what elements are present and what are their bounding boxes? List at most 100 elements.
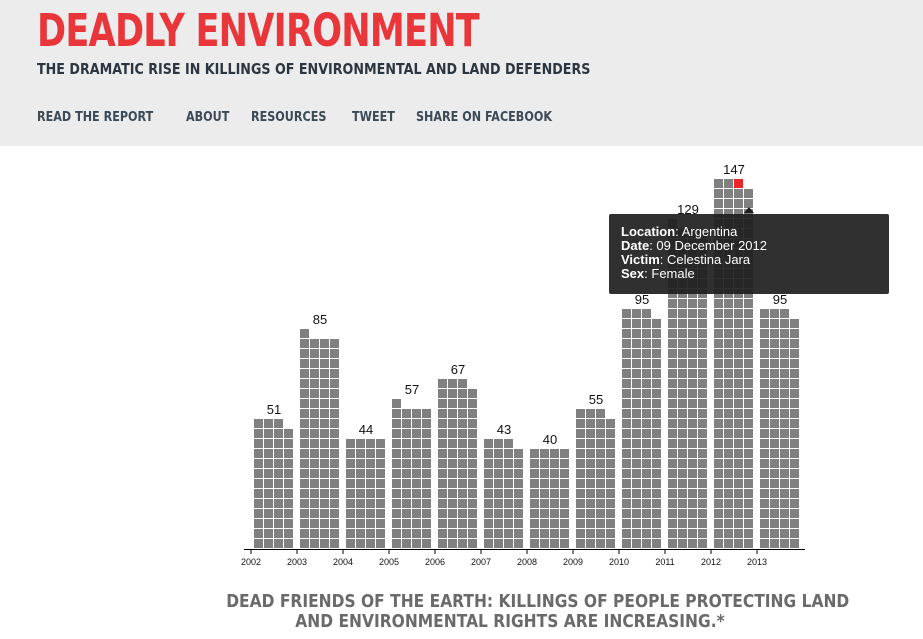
victim-cell[interactable] [264, 459, 273, 468]
victim-cell[interactable] [642, 509, 651, 518]
victim-cell[interactable] [376, 459, 385, 468]
victim-cell[interactable] [668, 499, 677, 508]
victim-cell[interactable] [310, 399, 319, 408]
victim-cell[interactable] [274, 459, 283, 468]
victim-cell[interactable] [668, 369, 677, 378]
victim-cell[interactable] [622, 349, 631, 358]
victim-cell[interactable] [274, 479, 283, 488]
victim-cell[interactable] [734, 449, 743, 458]
victim-cell[interactable] [622, 469, 631, 478]
victim-cell[interactable] [468, 399, 477, 408]
victim-cell[interactable] [300, 349, 309, 358]
victim-cell[interactable] [310, 429, 319, 438]
victim-cell[interactable] [744, 429, 753, 438]
victim-cell[interactable] [514, 469, 523, 478]
victim-cell[interactable] [576, 489, 585, 498]
nav-about[interactable]: ABOUT [186, 110, 230, 125]
victim-cell[interactable] [540, 509, 549, 518]
victim-cell[interactable] [274, 489, 283, 498]
victim-cell[interactable] [668, 459, 677, 468]
victim-cell[interactable] [494, 469, 503, 478]
victim-cell[interactable] [596, 469, 605, 478]
victim-cell[interactable] [698, 509, 707, 518]
victim-cell[interactable] [596, 439, 605, 448]
victim-cell[interactable] [300, 439, 309, 448]
victim-cell[interactable] [688, 329, 697, 338]
victim-cell[interactable] [668, 529, 677, 538]
victim-cell[interactable] [622, 459, 631, 468]
victim-cell[interactable] [678, 379, 687, 388]
victim-cell[interactable] [284, 509, 293, 518]
victim-cell[interactable] [346, 449, 355, 458]
victim-cell[interactable] [734, 359, 743, 368]
victim-cell[interactable] [632, 309, 641, 318]
victim-cell[interactable] [330, 469, 339, 478]
victim-cell[interactable] [346, 489, 355, 498]
victim-cell[interactable] [530, 489, 539, 498]
victim-cell[interactable] [632, 449, 641, 458]
victim-cell[interactable] [458, 469, 467, 478]
victim-cell[interactable] [734, 189, 743, 198]
victim-cell[interactable] [734, 389, 743, 398]
victim-cell[interactable] [458, 399, 467, 408]
victim-cell[interactable] [724, 499, 733, 508]
victim-cell[interactable] [780, 509, 789, 518]
victim-cell[interactable] [714, 389, 723, 398]
victim-cell[interactable] [622, 529, 631, 538]
victim-cell[interactable] [504, 469, 513, 478]
victim-cell[interactable] [780, 369, 789, 378]
victim-cell[interactable] [392, 519, 401, 528]
victim-cell[interactable] [402, 499, 411, 508]
victim-cell[interactable] [274, 539, 283, 548]
victim-cell[interactable] [652, 329, 661, 338]
victim-cell[interactable] [688, 419, 697, 428]
victim-cell[interactable] [540, 469, 549, 478]
victim-cell[interactable] [678, 389, 687, 398]
victim-cell[interactable] [606, 419, 615, 428]
victim-cell[interactable] [734, 529, 743, 538]
victim-cell[interactable] [688, 349, 697, 358]
victim-cell[interactable] [678, 329, 687, 338]
victim-cell[interactable] [744, 499, 753, 508]
victim-cell[interactable] [688, 369, 697, 378]
victim-cell[interactable] [698, 359, 707, 368]
victim-cell[interactable] [688, 439, 697, 448]
victim-cell[interactable] [550, 489, 559, 498]
victim-cell[interactable] [376, 519, 385, 528]
victim-cell[interactable] [734, 479, 743, 488]
victim-cell[interactable] [770, 459, 779, 468]
victim-cell[interactable] [724, 379, 733, 388]
victim-cell[interactable] [744, 319, 753, 328]
victim-cell[interactable] [514, 449, 523, 458]
victim-cell[interactable] [392, 479, 401, 488]
victim-cell[interactable] [330, 359, 339, 368]
victim-cell[interactable] [622, 489, 631, 498]
victim-cell[interactable] [642, 469, 651, 478]
victim-cell[interactable] [698, 299, 707, 308]
victim-cell[interactable] [366, 519, 375, 528]
victim-cell[interactable] [790, 369, 799, 378]
victim-cell[interactable] [760, 519, 769, 528]
victim-cell[interactable] [576, 449, 585, 458]
victim-cell[interactable] [514, 519, 523, 528]
victim-cell[interactable] [790, 379, 799, 388]
victim-cell[interactable] [402, 479, 411, 488]
victim-cell[interactable] [596, 409, 605, 418]
victim-cell[interactable] [412, 439, 421, 448]
victim-cell[interactable] [668, 479, 677, 488]
victim-cell[interactable] [310, 389, 319, 398]
victim-cell[interactable] [744, 539, 753, 548]
victim-cell[interactable] [438, 529, 447, 538]
victim-cell[interactable] [652, 459, 661, 468]
victim-cell[interactable] [300, 469, 309, 478]
victim-cell[interactable] [790, 529, 799, 538]
victim-cell[interactable] [668, 349, 677, 358]
victim-cell[interactable] [632, 389, 641, 398]
victim-cell[interactable] [468, 429, 477, 438]
victim-cell[interactable] [376, 529, 385, 538]
victim-cell[interactable] [632, 529, 641, 538]
victim-cell[interactable] [724, 349, 733, 358]
victim-cell[interactable] [632, 339, 641, 348]
victim-cell[interactable] [366, 489, 375, 498]
victim-cell[interactable] [642, 539, 651, 548]
